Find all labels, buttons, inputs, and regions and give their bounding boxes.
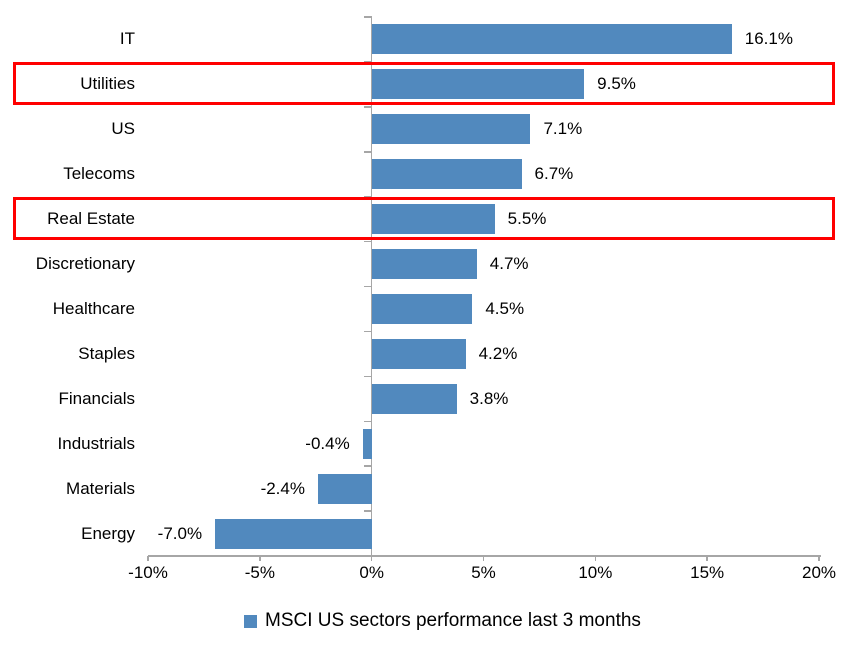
category-label: Healthcare	[52, 298, 135, 318]
category-label: Energy	[81, 523, 135, 543]
category-tick	[363, 330, 372, 333]
bar	[317, 473, 372, 504]
value-label: 5.5%	[507, 209, 547, 229]
value-label: -0.4%	[305, 433, 350, 453]
bar	[371, 249, 477, 280]
x-axis-tick	[147, 556, 149, 561]
x-axis-tick-label: 0%	[359, 563, 384, 582]
value-label: 16.1%	[744, 29, 793, 49]
value-label: 4.2%	[478, 343, 518, 363]
category-label: Financials	[58, 388, 135, 408]
value-label: 6.7%	[534, 164, 574, 184]
legend: MSCI US sectors performance last 3 month…	[244, 608, 641, 634]
category-label: Real Estate	[47, 209, 135, 229]
x-axis-tick-label: 20%	[801, 563, 837, 582]
category-tick	[363, 465, 372, 467]
x-axis-line	[148, 555, 821, 557]
x-axis-tick-label: 15%	[690, 563, 725, 582]
bar	[215, 518, 372, 549]
category-tick	[363, 16, 372, 18]
category-tick	[363, 240, 372, 243]
category-tick	[363, 375, 372, 378]
bar	[371, 338, 466, 369]
category-tick	[363, 420, 372, 422]
bar	[371, 114, 531, 145]
value-label: -7.0%	[157, 523, 203, 543]
value-label: -2.4%	[260, 478, 305, 498]
x-axis-tick	[370, 556, 373, 561]
x-axis-tick	[482, 556, 485, 561]
value-label: 9.5%	[597, 74, 636, 94]
bar	[371, 24, 732, 55]
x-axis-tick	[259, 556, 261, 561]
category-label: Telecoms	[63, 164, 135, 184]
category-label: Industrials	[57, 433, 135, 453]
category-label: Discretionary	[35, 254, 135, 274]
bar	[371, 159, 522, 190]
category-label: Materials	[66, 478, 135, 498]
value-label: 7.1%	[543, 119, 583, 139]
value-label: 4.5%	[485, 298, 525, 318]
bar	[362, 428, 372, 459]
category-tick	[363, 510, 372, 512]
category-tick	[363, 151, 372, 153]
category-label: US	[111, 119, 135, 139]
legend-swatch-icon	[244, 614, 257, 628]
value-label: 4.7%	[489, 254, 529, 274]
highlight-box-utilities	[13, 61, 835, 105]
category-tick	[363, 285, 372, 288]
legend-label: MSCI US sectors performance last 3 month…	[265, 610, 641, 631]
bar	[371, 69, 585, 100]
bar	[371, 204, 495, 235]
x-axis-tick-label: -5%	[244, 563, 275, 582]
category-tick	[363, 106, 372, 108]
category-label: Staples	[78, 343, 135, 363]
bar	[371, 383, 457, 414]
bar	[371, 293, 473, 324]
category-label: IT	[119, 29, 135, 49]
x-axis-tick-label: -10%	[128, 563, 168, 582]
x-axis-tick	[594, 556, 597, 561]
value-label: 3.8%	[469, 388, 509, 408]
x-axis-tick	[818, 556, 820, 561]
x-axis-tick-label: 5%	[471, 563, 496, 582]
x-axis-tick-label: 10%	[578, 563, 613, 582]
highlight-box-real-estate	[13, 196, 835, 240]
x-axis-tick	[706, 556, 708, 561]
y-axis-line	[370, 17, 373, 561]
category-label: Utilities	[80, 74, 135, 94]
